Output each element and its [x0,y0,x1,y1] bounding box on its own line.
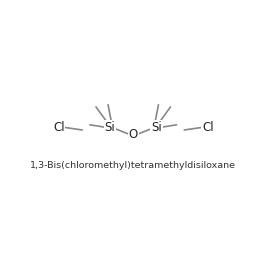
Text: Cl: Cl [53,121,64,134]
Text: 1,3-Bis(chloromethyl)tetramethyldisiloxane: 1,3-Bis(chloromethyl)tetramethyldisiloxa… [30,161,236,170]
Text: Si: Si [105,121,115,134]
Text: O: O [129,129,138,141]
Text: Si: Si [151,121,162,134]
Text: Cl: Cl [202,121,214,134]
